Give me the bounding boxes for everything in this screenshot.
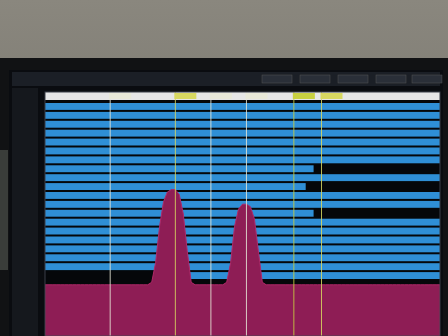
side-device <box>0 150 8 270</box>
row-segment <box>45 103 440 110</box>
toolbar-field <box>300 75 330 83</box>
plot-frame <box>45 92 440 336</box>
marker-tab <box>321 93 343 99</box>
row-segment <box>45 174 440 181</box>
marker-tab <box>293 93 315 99</box>
row-segment <box>45 130 440 137</box>
marker-line <box>175 92 176 336</box>
plot <box>45 92 440 336</box>
toolbar-field <box>262 75 292 83</box>
row-segment <box>45 112 440 119</box>
marker-line <box>210 92 211 336</box>
row-segment <box>156 272 440 279</box>
wall <box>0 0 448 336</box>
row-segment <box>45 165 314 172</box>
row-segment <box>45 139 440 146</box>
toolbar-field <box>412 75 442 83</box>
monitor-bezel <box>0 58 448 336</box>
spectrum-area <box>45 190 440 336</box>
side-panel <box>12 88 38 336</box>
row-segment <box>45 156 440 163</box>
screen <box>9 70 443 336</box>
marker-tab <box>174 93 196 99</box>
plot-area <box>45 92 440 336</box>
marker-line <box>110 92 111 336</box>
row-segment <box>45 192 440 199</box>
toolbar-field <box>376 75 406 83</box>
marker-tab <box>210 93 232 99</box>
photo <box>0 0 448 336</box>
row-segment <box>45 121 440 128</box>
marker-line <box>321 92 322 336</box>
header-strip <box>45 92 440 100</box>
marker-tab <box>245 93 267 99</box>
marker-line <box>246 92 247 336</box>
row-segment <box>45 148 440 155</box>
toolbar-field <box>338 75 368 83</box>
marker-tab <box>109 93 131 99</box>
marker-line <box>293 92 294 336</box>
toolbar <box>12 72 440 86</box>
